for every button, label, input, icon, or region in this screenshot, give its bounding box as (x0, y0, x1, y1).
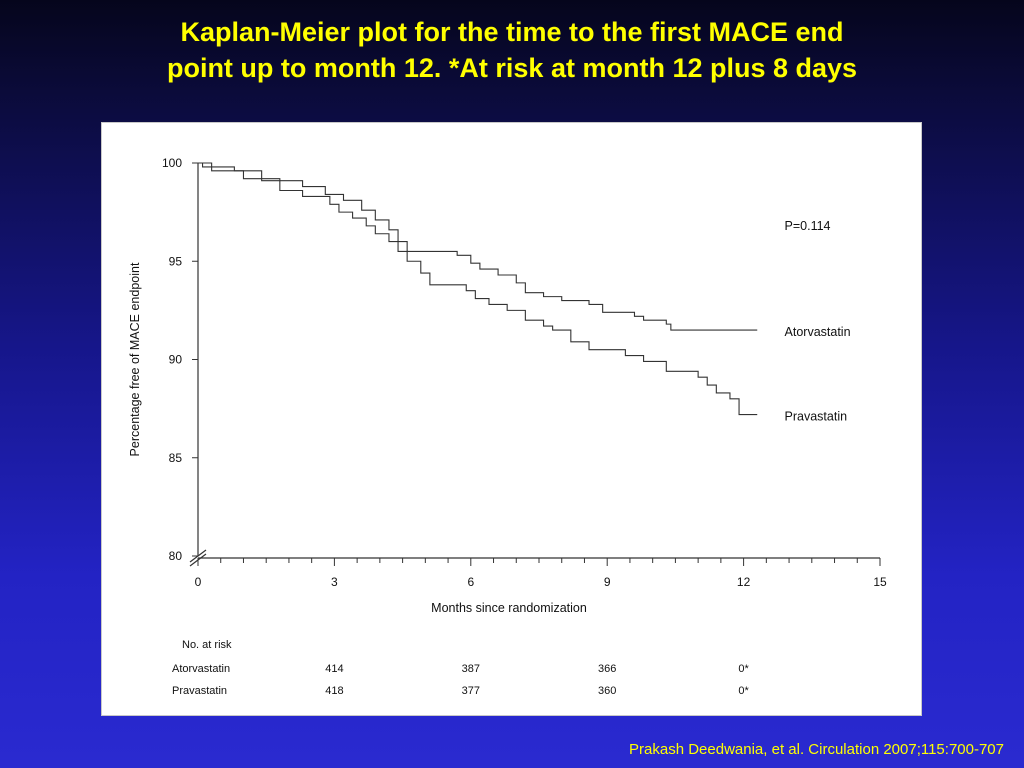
kaplan-meier-chart: 80 85 90 95 100 0 3 6 9 12 15 Months since randomiz… (128, 156, 887, 697)
at-risk-row-label: Atorvastatin (172, 663, 230, 675)
y-tick-label: 85 (169, 451, 183, 465)
km-figure-panel: 80 85 90 95 100 0 3 6 9 12 15 Months since randomiz… (101, 122, 922, 716)
series-line-pravastatin (198, 162, 758, 416)
y-tick-label: 100 (162, 156, 182, 170)
at-risk-value: 0* (738, 663, 749, 675)
slide-title: Kaplan-Meier plot for the time to the fi… (0, 14, 1024, 86)
y-tick-label: 90 (169, 353, 183, 367)
at-risk-header: No. at risk (182, 639, 232, 651)
y-tick-label: 80 (169, 549, 183, 563)
at-risk-value: 0* (738, 685, 749, 697)
p-value-annotation: P=0.114 (785, 219, 831, 233)
series-label-atorvastatin: Atorvastatin (785, 325, 851, 339)
at-risk-value: 414 (325, 663, 343, 675)
x-tick-label: 15 (873, 575, 887, 589)
at-risk-row-label: Pravastatin (172, 685, 227, 697)
x-tick-label: 12 (737, 575, 751, 589)
y-tick-label: 95 (169, 254, 183, 268)
y-axis-label: Percentage free of MACE endpoint (128, 262, 142, 456)
at-risk-value: 418 (325, 685, 343, 697)
series-line-atorvastatin (198, 162, 758, 331)
slide-title-line-2: point up to month 12. *At risk at month … (166, 53, 858, 83)
slide-title-line-1: Kaplan-Meier plot for the time to the fi… (180, 17, 844, 47)
x-tick-label: 9 (604, 575, 611, 589)
at-risk-value: 387 (462, 663, 480, 675)
at-risk-value: 377 (462, 685, 480, 697)
at-risk-value: 366 (598, 663, 616, 675)
at-risk-value: 360 (598, 685, 616, 697)
x-tick-label: 6 (467, 575, 474, 589)
x-tick-label: 0 (195, 575, 202, 589)
series-label-pravastatin: Pravastatin (785, 409, 848, 423)
x-tick-label: 3 (331, 575, 338, 589)
citation: Prakash Deedwania, et al. Circulation 20… (629, 741, 1004, 758)
x-axis-label: Months since randomization (431, 601, 587, 615)
